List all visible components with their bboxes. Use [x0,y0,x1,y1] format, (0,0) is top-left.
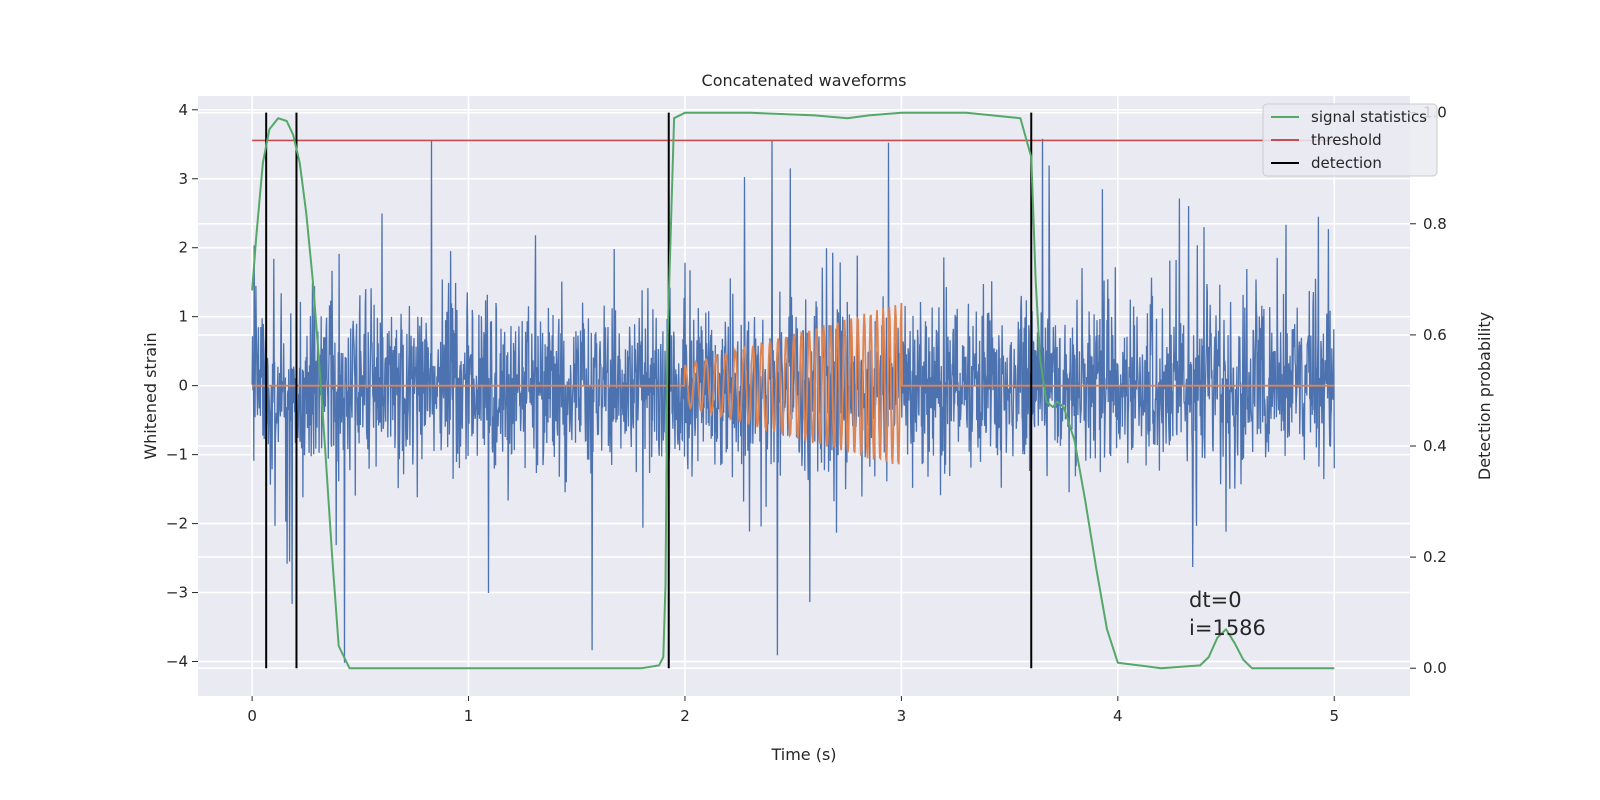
signal-statistics-line [251,111,1335,670]
waveform-series-line [252,302,1335,465]
x-tick-label-5: 5 [1329,707,1339,725]
y-left-tick-label-4: 0 [178,377,188,395]
chart-title: Concatenated waveforms [702,71,907,90]
y-right-tick-label-4: 0.2 [1423,548,1447,566]
x-tick-label-0: 0 [247,707,257,725]
x-tick-label-3: 3 [897,707,907,725]
plot-content [251,111,1335,670]
legend-label-threshold: threshold [1311,131,1382,149]
legend-box [1262,103,1438,177]
y-axis-label-left: Whitened strain [141,332,160,459]
x-tick-label-4: 4 [1113,707,1123,725]
annotation-dt: dt=0 [1189,588,1242,612]
y-right-tick-label-1: 0.8 [1423,215,1447,233]
annotation-index: i=1586 [1189,616,1266,640]
y-left-tick-label-6: −2 [166,515,188,533]
x-tick-label-1: 1 [464,707,474,725]
annotation: dt=0 i=1586 [1189,588,1266,640]
y-left-tick-label-3: 1 [178,308,188,326]
y-right-tick-label-5: 0.0 [1423,659,1447,677]
y-right-tick-label-3: 0.4 [1423,437,1447,455]
y-right-tick-label-2: 0.6 [1423,326,1447,344]
y-left-tick-label-2: 2 [178,239,188,257]
y-left-tick-label-8: −4 [166,653,188,671]
y-left-tick-label-5: −1 [166,446,188,464]
legend-label-signal-statistics: signal statistics [1311,108,1427,126]
y-left-tick-label-1: 3 [178,170,188,188]
legend-label-detection: detection [1311,154,1382,172]
x-axis-label: Time (s) [770,745,836,764]
legend: signal statistics threshold detection [1262,103,1438,177]
y-axis-label-right: Detection probability [1475,312,1494,480]
y-left-tick-label-7: −3 [166,584,188,602]
y-left-tick-label-0: 4 [178,101,188,119]
strain-series-line [251,138,1335,663]
x-tick-label-2: 2 [680,707,690,725]
